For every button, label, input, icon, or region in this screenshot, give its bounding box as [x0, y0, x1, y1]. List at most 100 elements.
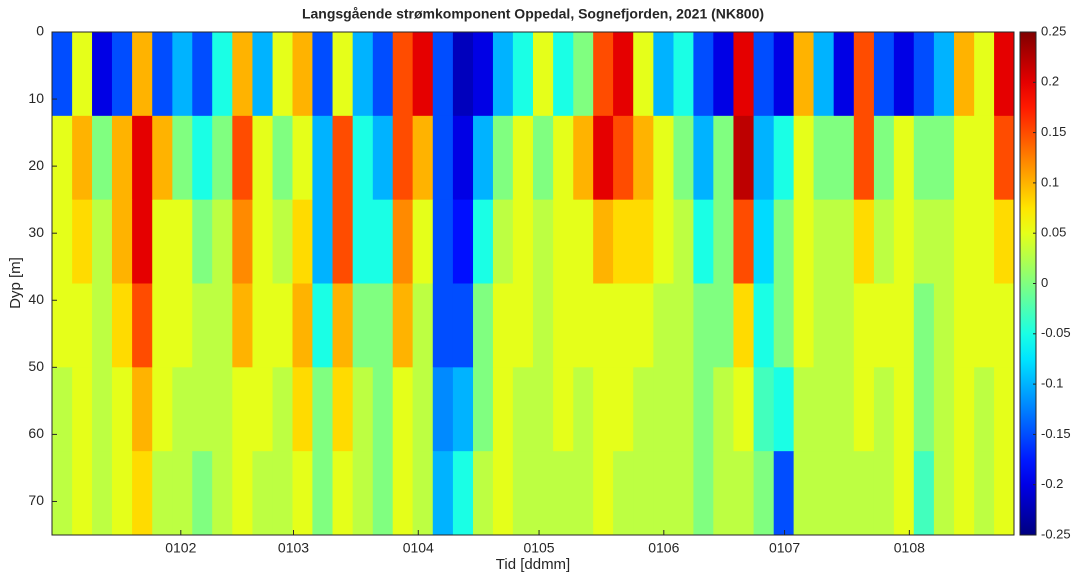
colorbar-tick-label: -0.05 [1041, 325, 1071, 340]
heatmap-cell [533, 367, 554, 452]
heatmap-cell [573, 367, 594, 452]
heatmap-cell [974, 199, 995, 284]
heatmap-cell [392, 283, 414, 368]
heatmap-cell [492, 367, 514, 452]
heatmap-cell [132, 283, 153, 368]
heatmap-cell [793, 32, 815, 117]
heatmap-cell [633, 199, 654, 284]
heatmap-cell [132, 32, 153, 117]
heatmap-cell [753, 283, 775, 368]
x-tick-label: 0102 [165, 540, 196, 556]
heatmap-cell [172, 283, 193, 368]
heatmap-cell [292, 115, 313, 201]
heatmap-cell [913, 32, 935, 117]
heatmap-cell [613, 283, 634, 368]
heatmap-cell [954, 199, 975, 284]
heatmap-cell [873, 32, 895, 117]
heatmap-cell [252, 283, 274, 368]
heatmap-cell [974, 283, 995, 368]
heatmap-cell [974, 115, 995, 201]
heatmap-cell [72, 32, 93, 117]
heatmap-cell [793, 367, 815, 452]
heatmap-cell [152, 199, 173, 284]
heatmap-cell [693, 32, 714, 117]
heatmap-cell [152, 283, 173, 368]
heatmap-cell [52, 115, 73, 201]
heatmap-cell [92, 367, 113, 452]
heatmap-cell [933, 283, 955, 368]
heatmap-cell [893, 32, 915, 117]
heatmap-cell [873, 199, 895, 284]
heatmap-cell [673, 451, 694, 535]
colorbar-tick-label: 0.2 [1041, 74, 1059, 89]
heatmap-cell [512, 367, 534, 452]
y-tick-label: 20 [28, 157, 44, 173]
heatmap-cell [933, 451, 955, 535]
heatmap-cell [72, 199, 93, 284]
heatmap-cell [372, 367, 394, 452]
x-tick-label: 0107 [769, 540, 800, 556]
heatmap-cell [192, 199, 213, 284]
heatmap-cell [913, 115, 935, 201]
heatmap-cell [212, 451, 233, 535]
heatmap-cell [52, 367, 73, 452]
heatmap-cell [352, 115, 374, 201]
heatmap-cell [252, 199, 274, 284]
heatmap-cell [913, 283, 935, 368]
heatmap-cell [352, 283, 374, 368]
heatmap-cell [813, 283, 835, 368]
heatmap-cell [392, 199, 414, 284]
heatmap-cell [332, 367, 354, 452]
heatmap-cell [252, 451, 274, 535]
heatmap-cell [492, 199, 514, 284]
heatmap-cell [994, 115, 1014, 201]
heatmap-cell [813, 115, 835, 201]
heatmap-cell [633, 32, 654, 117]
heatmap-cell [913, 367, 935, 452]
heatmap-cell [653, 199, 674, 284]
heatmap-cell [573, 32, 594, 117]
heatmap-cell [312, 367, 334, 452]
heatmap-cell [653, 115, 674, 201]
heatmap-cell [192, 283, 213, 368]
heatmap-cell [272, 32, 293, 117]
heatmap-cell [933, 115, 955, 201]
heatmap-cell [713, 32, 734, 117]
heatmap-cell [132, 115, 153, 201]
heatmap-cell [893, 283, 915, 368]
heatmap-cell [873, 367, 895, 452]
heatmap-cell [72, 283, 93, 368]
heatmap-cell [473, 115, 494, 201]
y-tick-label: 0 [36, 23, 44, 39]
heatmap-cell [733, 115, 755, 201]
heatmap-cell [613, 451, 634, 535]
heatmap-cell [713, 367, 734, 452]
heatmap-cell [673, 367, 694, 452]
heatmap-cell [994, 199, 1014, 284]
heatmap-cell [232, 283, 253, 368]
heatmap-cell [272, 367, 293, 452]
heatmap-cell [913, 451, 935, 535]
heatmap-cell [473, 283, 494, 368]
heatmap-cell [152, 451, 173, 535]
heatmap-cell [693, 115, 714, 201]
heatmap-cell [111, 451, 133, 535]
heatmap-cell [853, 199, 875, 284]
heatmap-cell [312, 199, 334, 284]
heatmap-cell [473, 451, 494, 535]
heatmap-cell [773, 32, 795, 117]
heatmap-cell [332, 32, 354, 117]
heatmap-cell [833, 115, 855, 201]
heatmap-cell [473, 199, 494, 284]
heatmap-cell [974, 32, 995, 117]
heatmap-cell [753, 115, 775, 201]
heatmap-cell [673, 115, 694, 201]
heatmap-cell [893, 367, 915, 452]
heatmap-cell [693, 283, 714, 368]
y-tick-label: 10 [28, 90, 44, 106]
heatmap-cell [312, 283, 334, 368]
heatmap-cell [673, 199, 694, 284]
heatmap-cell [954, 367, 975, 452]
heatmap-cell [593, 283, 614, 368]
colorbar-tick-label: 0.15 [1041, 124, 1066, 139]
